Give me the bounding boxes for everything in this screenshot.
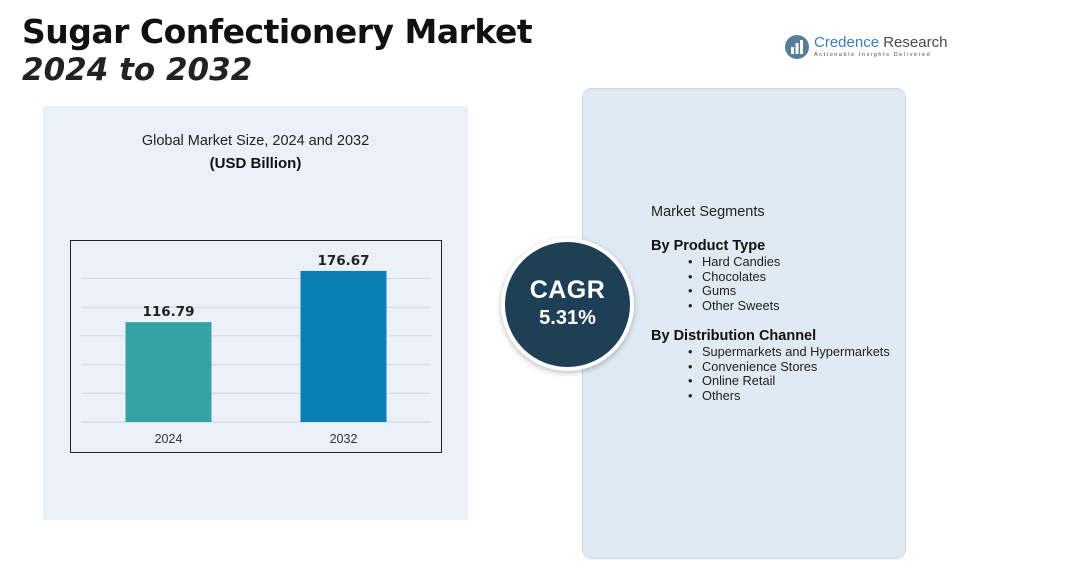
product-type-group: By Product Type Hard Candies Chocolates … <box>651 238 780 313</box>
list-item: Online Retail <box>688 374 890 389</box>
page-title: Sugar Confectionery Market <box>22 12 533 51</box>
data-label-2024: 116.79 <box>142 304 194 320</box>
cagr-circle: CAGR 5.31% <box>501 238 634 371</box>
cagr-badge: CAGR 5.31% <box>493 228 643 393</box>
bar-chart-svg: 116.79 2024 176.67 2032 <box>81 253 431 446</box>
distribution-title: By Distribution Channel <box>651 328 817 344</box>
list-item: Gums <box>688 284 780 299</box>
logo-name-2: Research <box>883 34 948 51</box>
bar-2024 <box>125 322 212 422</box>
list-item: Chocolates <box>688 269 780 285</box>
market-size-panel: Global Market Size, 2024 and 2032 (USD B… <box>43 106 468 520</box>
bar-chart-logo-icon <box>785 35 809 59</box>
list-item: Convenience Stores <box>688 359 890 375</box>
list-item: Others <box>688 388 890 404</box>
chart-unit: (USD Billion) <box>209 155 302 172</box>
bar-chart: 116.79 2024 176.67 2032 <box>70 240 442 453</box>
segments-heading: Market Segments <box>651 204 765 220</box>
data-label-2032: 176.67 <box>317 253 369 269</box>
logo-name-1: Credence <box>814 34 880 51</box>
list-item: Supermarkets and Hypermarkets <box>688 344 890 360</box>
cagr-label: CAGR <box>529 276 606 304</box>
cagr-value: 5.31% <box>539 307 596 329</box>
distribution-group: By Distribution Channel Supermarkets and… <box>651 328 890 403</box>
distribution-list: Supermarkets and Hypermarkets Convenienc… <box>651 344 890 404</box>
chart-title: Global Market Size, 2024 and 2032 <box>141 133 370 149</box>
brand-logo: Credence Research Actionable Insights De… <box>784 34 947 60</box>
x-tick-label-2032: 2032 <box>330 432 358 446</box>
product-type-title: By Product Type <box>651 238 766 254</box>
page-subtitle: 2024 to 2032 <box>22 52 253 88</box>
list-item: Hard Candies <box>688 254 780 270</box>
logo-tagline: Actionable Insights Delivered <box>814 52 932 58</box>
segments-panel <box>582 88 906 559</box>
bar-2032 <box>300 270 387 422</box>
product-type-list: Hard Candies Chocolates Gums Other Sweet… <box>651 254 780 314</box>
x-tick-label-2024: 2024 <box>155 432 183 446</box>
list-item: Other Sweets <box>688 298 780 314</box>
